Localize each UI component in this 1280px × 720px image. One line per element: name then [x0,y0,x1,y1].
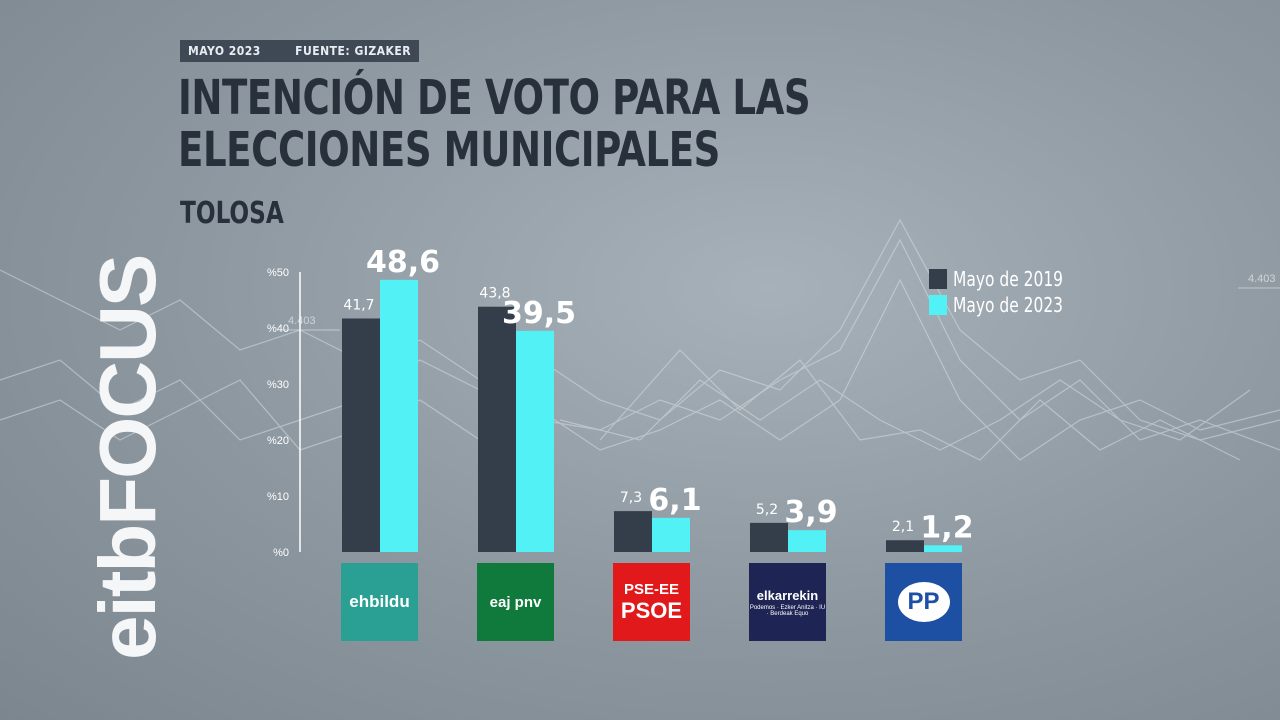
y-tick-label: %50 [267,267,289,279]
legend-label-2019: Mayo de 2019 [953,267,1064,291]
value-label-2019: 41,7 [343,297,374,313]
value-label-2019: 43,8 [479,286,510,302]
chart-subtitle: TOLOSA [180,196,284,231]
bg-value-left: 4.403 [288,315,316,327]
pp-logo: PP [885,563,962,641]
bar-2019 [478,306,516,552]
pse-ee-psoe-logo: PSE-EE PSOE [613,563,690,641]
header-date: MAYO 2023 [188,44,261,58]
bar-2023 [788,530,826,552]
bar-2019 [750,522,788,552]
value-label-2023: 6,1 [648,483,701,518]
bar-2023 [924,545,962,552]
ehbildu-logo: ehbildu [341,563,418,641]
bar-2019 [342,318,380,552]
y-tick-label: %20 [267,435,289,447]
legend-swatch-2023 [929,295,947,315]
y-tick-label: %40 [267,323,289,335]
value-label-2023: 39,5 [502,296,576,331]
y-tick-label: %30 [267,379,289,391]
value-label-2019: 2,1 [892,519,914,535]
bar-2023 [516,330,554,552]
header-source: FUENTE: GIZAKER [295,44,412,58]
value-label-2019: 5,2 [756,502,778,518]
legend-label-2023: Mayo de 2023 [953,293,1064,317]
bar-2019 [886,540,924,552]
bg-value-right: 4.403 [1248,273,1276,285]
value-label-2023: 3,9 [784,495,837,530]
bar-2023 [652,517,690,552]
value-label-2023: 48,6 [366,245,440,280]
bar-2019 [614,511,652,552]
chart-title: INTENCIÓN DE VOTO PARA LAS ELECCIONES MU… [178,70,811,178]
header-tag: MAYO 2023 FUENTE: GIZAKER [180,40,420,62]
value-label-2019: 7,3 [620,490,642,506]
value-label-2023: 1,2 [920,510,973,545]
y-tick-label: %10 [267,491,289,503]
legend-swatch-2019 [929,269,947,289]
eaj-pnv-logo: eaj pnv [477,563,554,641]
elkarrekin-logo: elkarrekin Podemos · Ezker Anitza · IU ·… [749,563,826,641]
legend-item-2019: Mayo de 2019 [929,266,1081,292]
y-tick-label: %0 [273,547,289,559]
bar-2023 [380,279,418,552]
legend-item-2023: Mayo de 2023 [929,292,1081,318]
legend: Mayo de 2019 Mayo de 2023 [929,266,1081,318]
